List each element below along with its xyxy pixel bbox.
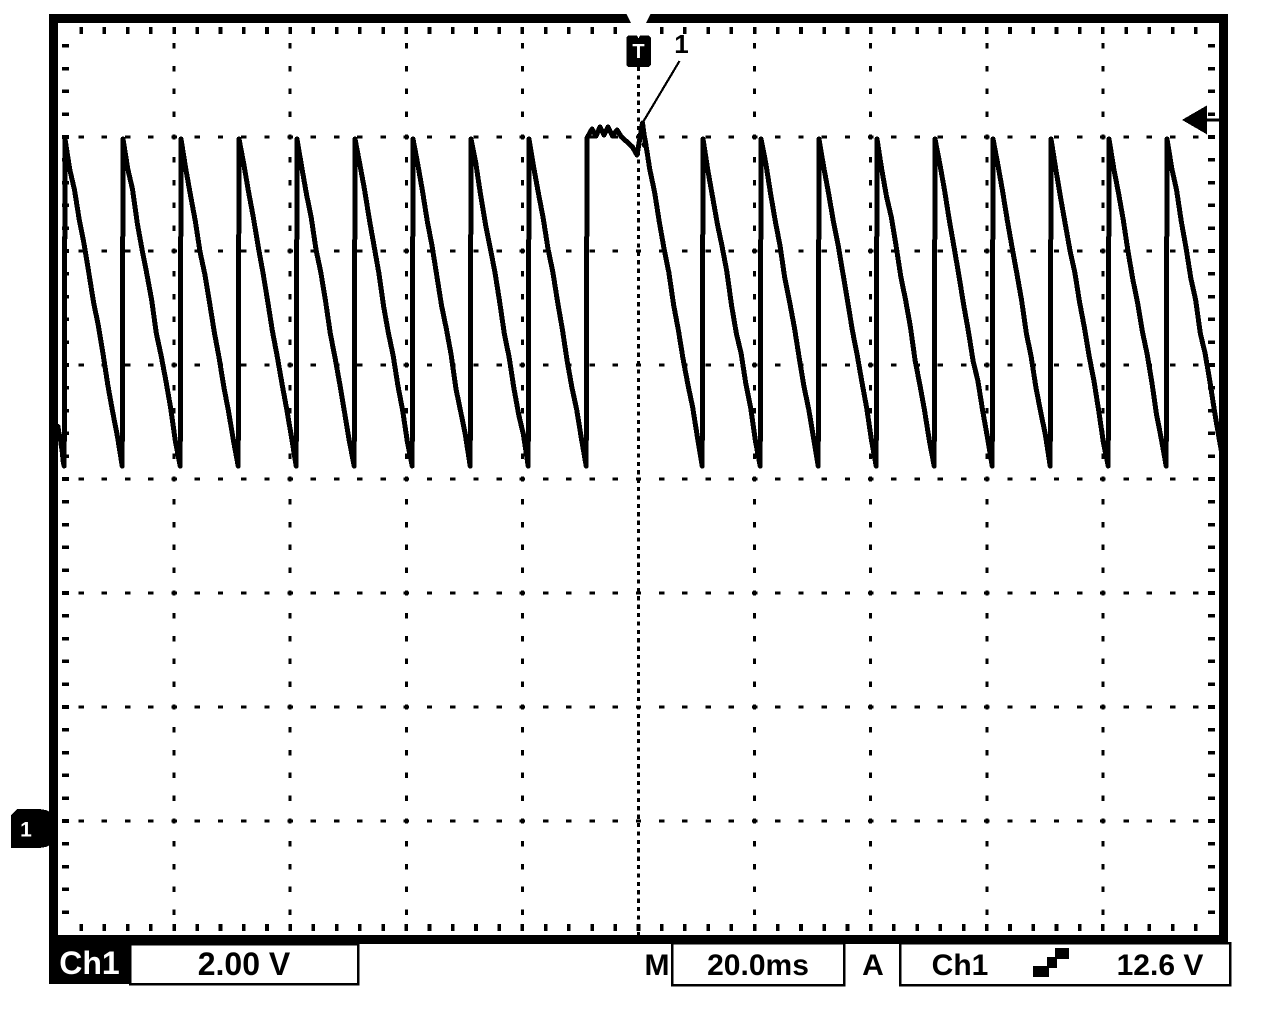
svg-text:M: M bbox=[645, 949, 670, 982]
svg-text:A: A bbox=[862, 949, 884, 982]
svg-text:1: 1 bbox=[674, 29, 688, 59]
svg-text:20.0ms: 20.0ms bbox=[707, 949, 809, 982]
svg-text:T: T bbox=[632, 41, 644, 63]
svg-text:12.6 V: 12.6 V bbox=[1117, 949, 1204, 982]
svg-text:Ch1: Ch1 bbox=[932, 949, 989, 982]
svg-text:2.00 V: 2.00 V bbox=[198, 946, 291, 982]
svg-text:Ch1: Ch1 bbox=[59, 945, 119, 981]
svg-text:1: 1 bbox=[20, 819, 32, 842]
